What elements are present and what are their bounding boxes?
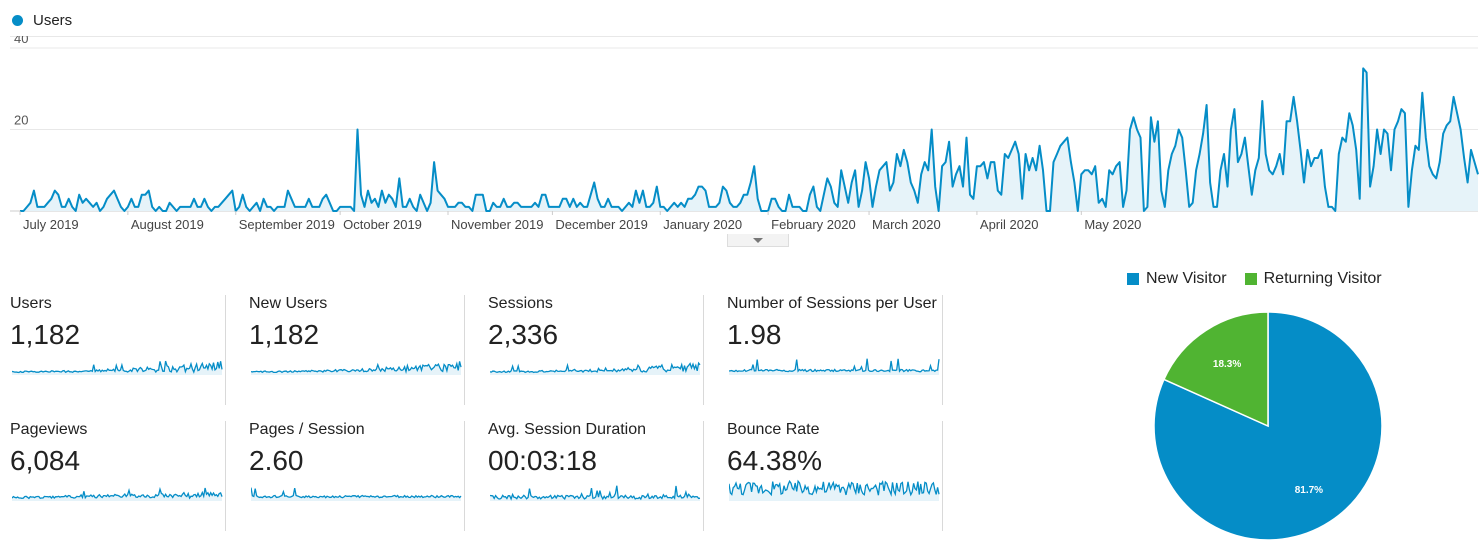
chart-legend[interactable]: Users bbox=[12, 12, 72, 29]
x-tick-label: August 2019 bbox=[131, 217, 204, 232]
metric-label: Bounce Rate bbox=[727, 421, 820, 438]
x-tick-label: February 2020 bbox=[771, 217, 856, 232]
x-tick-label: December 2019 bbox=[555, 217, 648, 232]
chart-collapse-toggle[interactable] bbox=[727, 234, 789, 247]
metric-pages-per-session[interactable]: Pages / Session 2.60 bbox=[249, 421, 465, 531]
y-tick-label: 40 bbox=[14, 36, 28, 46]
x-tick-label: May 2020 bbox=[1084, 217, 1141, 232]
caret-down-icon bbox=[753, 237, 763, 243]
legend-item-label: New Visitor bbox=[1146, 270, 1227, 287]
sparkline-area bbox=[12, 488, 222, 501]
y-tick-label: 20 bbox=[14, 113, 28, 128]
legend-item-returning-visitor[interactable]: Returning Visitor bbox=[1244, 270, 1382, 288]
metric-sparkline bbox=[12, 360, 223, 375]
metric-label: Avg. Session Duration bbox=[488, 421, 647, 438]
x-tick-label: October 2019 bbox=[343, 217, 422, 232]
pie-slice-label: 18.3% bbox=[1213, 359, 1241, 370]
sparkline-area bbox=[729, 481, 939, 501]
metric-pageviews[interactable]: Pageviews 6,084 bbox=[10, 421, 226, 531]
metric-label: Pageviews bbox=[10, 421, 88, 438]
x-tick-label: March 2020 bbox=[872, 217, 941, 232]
legend-swatch bbox=[1244, 273, 1257, 285]
metric-sparkline bbox=[490, 361, 701, 375]
sparkline-line bbox=[490, 361, 701, 374]
sparkline-line bbox=[12, 486, 223, 500]
users-over-time-chart[interactable]: 20 40 July 2019 August 2019 September 2019 Oc… bbox=[0, 36, 1480, 236]
sparkline-area bbox=[251, 361, 461, 375]
metric-label: Sessions bbox=[488, 295, 553, 312]
metric-sparkline bbox=[251, 487, 462, 501]
metric-label: Number of Sessions per User bbox=[727, 295, 937, 312]
sparkline-line bbox=[729, 358, 940, 373]
sparkline-line bbox=[729, 479, 940, 497]
sparkline-line bbox=[12, 360, 223, 374]
metric-sparkline bbox=[729, 479, 940, 501]
x-tick-label: September 2019 bbox=[239, 217, 335, 232]
x-tick-label: November 2019 bbox=[451, 217, 544, 232]
metric-value: 00:03:18 bbox=[488, 445, 597, 476]
metric-label: New Users bbox=[249, 295, 328, 312]
legend-swatch bbox=[1127, 273, 1139, 285]
pie-slice-returning-visitor bbox=[1162, 311, 1269, 428]
pie-slice-label: 81.7% bbox=[1295, 485, 1323, 496]
sparkline-line bbox=[490, 485, 701, 501]
metric-value: 2.60 bbox=[249, 445, 304, 476]
metric-sparkline bbox=[12, 486, 223, 501]
pie-legend: New Visitor Returning Visitor bbox=[1127, 270, 1382, 288]
visitor-type-pie-chart[interactable]: 81.7% 18.3% bbox=[1150, 308, 1386, 544]
sparkline-area bbox=[490, 363, 700, 375]
metric-value: 1,182 bbox=[10, 319, 81, 350]
legend-item-new-visitor[interactable]: New Visitor bbox=[1127, 270, 1227, 288]
sparkline-area bbox=[729, 358, 939, 375]
metric-sparkline bbox=[729, 358, 940, 375]
sparkline-line bbox=[251, 487, 462, 499]
x-tick-label: April 2020 bbox=[980, 217, 1039, 232]
legend-item-label: Returning Visitor bbox=[1263, 270, 1382, 287]
sparkline-area bbox=[490, 485, 700, 501]
metric-sparkline bbox=[251, 361, 462, 375]
metric-users[interactable]: Users 1,182 bbox=[10, 295, 226, 405]
metric-sessions-per-user[interactable]: Number of Sessions per User 1.98 bbox=[727, 295, 943, 405]
metric-avg-session-duration[interactable]: Avg. Session Duration 00:03:18 bbox=[488, 421, 704, 531]
x-tick-label: July 2019 bbox=[23, 217, 79, 232]
metric-value: 64.38% bbox=[727, 445, 822, 476]
metric-value: 1.98 bbox=[727, 319, 782, 350]
metric-sessions[interactable]: Sessions 2,336 bbox=[488, 295, 704, 405]
metric-sparkline bbox=[490, 485, 701, 501]
legend-marker bbox=[12, 15, 23, 26]
metric-value: 6,084 bbox=[10, 445, 81, 476]
metric-value: 2,336 bbox=[488, 319, 559, 350]
users-area bbox=[20, 68, 1478, 212]
x-tick-label: January 2020 bbox=[663, 217, 742, 232]
legend-label: Users bbox=[33, 12, 73, 29]
metric-label: Pages / Session bbox=[249, 421, 365, 438]
metric-bounce-rate[interactable]: Bounce Rate 64.38% bbox=[727, 421, 943, 531]
users-line bbox=[20, 67, 1479, 212]
metric-new-users[interactable]: New Users 1,182 bbox=[249, 295, 465, 405]
metric-value: 1,182 bbox=[249, 319, 320, 350]
metric-label: Users bbox=[10, 295, 52, 312]
sparkline-line bbox=[251, 361, 462, 375]
